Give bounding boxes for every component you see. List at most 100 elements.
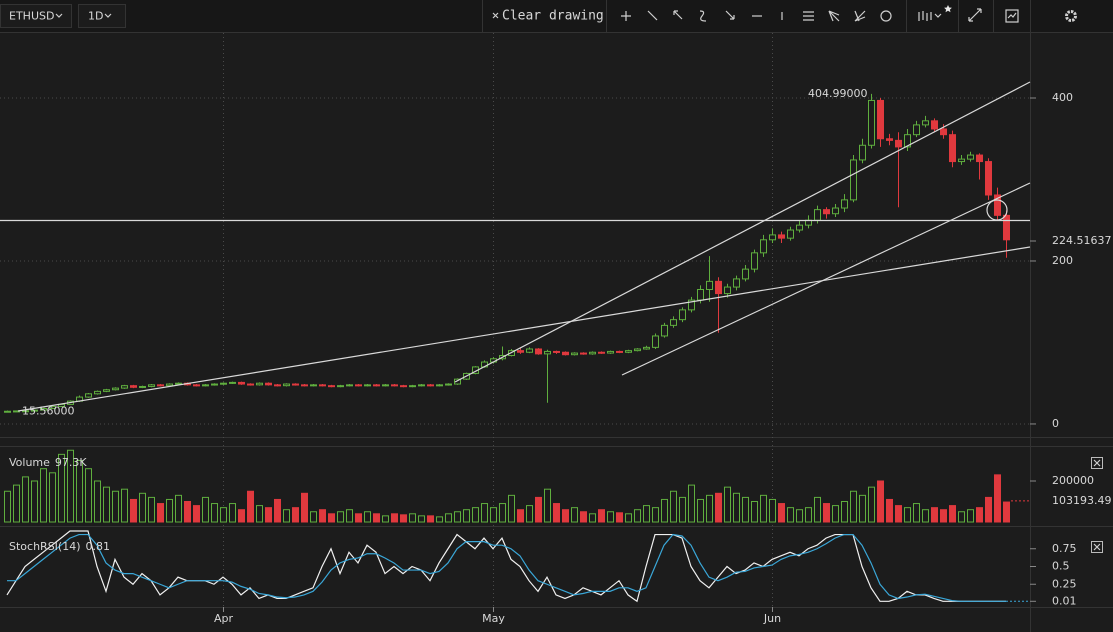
candle-body xyxy=(355,384,362,387)
symbol-select[interactable]: ETHUSD xyxy=(0,4,72,28)
volume-bar xyxy=(427,515,434,523)
volume-bar xyxy=(310,511,317,523)
candle-body xyxy=(427,384,434,387)
y-tick-label: 200 xyxy=(1052,254,1073,267)
candle-body xyxy=(715,280,722,295)
volume-bar xyxy=(607,511,614,523)
volume-bar xyxy=(562,509,569,523)
candle-body xyxy=(445,383,452,386)
close-volume-pane[interactable] xyxy=(1091,457,1103,469)
interval-box[interactable] xyxy=(78,4,126,28)
volume-bar xyxy=(490,507,497,523)
volume-bar xyxy=(193,505,200,523)
candle-body xyxy=(652,335,659,348)
favorite-star[interactable] xyxy=(944,5,952,13)
chart-type-select[interactable] xyxy=(918,5,952,21)
candle-body xyxy=(643,346,650,350)
x-tick-label: Apr xyxy=(214,612,234,625)
close-box[interactable] xyxy=(1091,541,1103,553)
candle-body xyxy=(733,278,740,288)
candle-body xyxy=(310,384,317,387)
interval[interactable]: 1D xyxy=(88,10,103,23)
candle-body xyxy=(913,124,920,136)
clear-drawing-button[interactable]: Clear drawing xyxy=(492,9,604,24)
chevron[interactable] xyxy=(104,13,112,18)
y-tick-label: 0.01 xyxy=(1052,594,1077,607)
clear-icon[interactable] xyxy=(492,12,499,19)
volume-bar xyxy=(895,505,902,523)
candle-body xyxy=(130,385,137,388)
chevron[interactable] xyxy=(55,13,63,18)
candle-body xyxy=(364,384,371,387)
volume-bar xyxy=(85,468,92,523)
clear-drawing[interactable]: Clear drawing xyxy=(502,9,604,24)
pen-tool[interactable] xyxy=(699,10,707,22)
stoch-line xyxy=(6,530,1006,603)
candle-body xyxy=(247,383,254,386)
candle-body xyxy=(697,289,704,301)
volume-bar xyxy=(688,484,695,523)
settings-button[interactable] xyxy=(1065,10,1077,22)
ray-tool[interactable] xyxy=(673,10,683,20)
fullscreen-button[interactable] xyxy=(968,8,982,22)
fib-tool[interactable] xyxy=(803,11,814,21)
legend-value: 0.81 xyxy=(86,540,111,553)
volume-bar xyxy=(706,494,713,523)
candle-body xyxy=(886,138,893,141)
crosshair-tool[interactable] xyxy=(621,11,631,21)
volume-bar xyxy=(580,511,587,523)
screenshot-icon-line[interactable] xyxy=(1007,12,1017,19)
screenshot-button[interactable] xyxy=(1005,9,1019,23)
volume-bar xyxy=(958,511,965,523)
candle-body xyxy=(526,348,533,353)
candle-body xyxy=(301,384,308,387)
close-stoch-pane[interactable] xyxy=(1091,541,1103,553)
candle-body xyxy=(679,309,686,321)
candle-body xyxy=(958,158,965,163)
fan-tool[interactable] xyxy=(828,10,840,22)
candle-body xyxy=(229,381,236,384)
volume-bar xyxy=(697,498,704,523)
pitchfork-tool[interactable] xyxy=(854,10,866,22)
arrow-tool[interactable] xyxy=(725,10,735,20)
candle-body xyxy=(175,382,182,385)
circle-tool[interactable] xyxy=(880,10,892,22)
candle-body xyxy=(49,405,56,409)
candle-body xyxy=(706,280,713,291)
close-x[interactable] xyxy=(1093,459,1101,467)
volume-bar xyxy=(679,496,686,523)
candle-body xyxy=(931,120,938,130)
volume-bar xyxy=(184,501,191,523)
volume-bar xyxy=(850,490,857,523)
volume-bar xyxy=(589,513,596,523)
candle-body xyxy=(454,378,461,385)
volume-bar xyxy=(877,480,884,523)
symbol[interactable]: ETHUSD xyxy=(9,10,54,23)
y-tick-label: 0.75 xyxy=(1052,542,1077,555)
chevron[interactable] xyxy=(934,13,942,18)
volume-bar xyxy=(121,488,128,523)
volume-bar xyxy=(553,503,560,523)
volume-bar xyxy=(796,509,803,523)
candle-body xyxy=(778,234,785,239)
close-box[interactable] xyxy=(1091,457,1103,469)
candle-body xyxy=(121,385,128,389)
volume-bar xyxy=(355,513,362,523)
candle-body xyxy=(202,384,209,387)
marks: Apr May Jun 0 200 400 224.51637 404.99000 15.560… xyxy=(0,33,1112,625)
volume-bar xyxy=(724,486,731,523)
candle-body xyxy=(850,159,857,201)
candle-body xyxy=(634,348,641,352)
volume-bar xyxy=(661,498,668,523)
screenshot-icon[interactable] xyxy=(1005,9,1019,23)
trendline-tool[interactable] xyxy=(647,10,658,21)
candles-icon[interactable] xyxy=(918,11,932,21)
interval-select[interactable]: 1D xyxy=(78,4,126,28)
volume-bar xyxy=(319,509,326,523)
volume-bar xyxy=(265,507,272,523)
gear-hole[interactable] xyxy=(1069,14,1073,18)
gear[interactable] xyxy=(1065,10,1077,22)
symbol-box[interactable] xyxy=(0,4,72,28)
volume-bar xyxy=(904,507,911,523)
close-x[interactable] xyxy=(1093,543,1101,551)
